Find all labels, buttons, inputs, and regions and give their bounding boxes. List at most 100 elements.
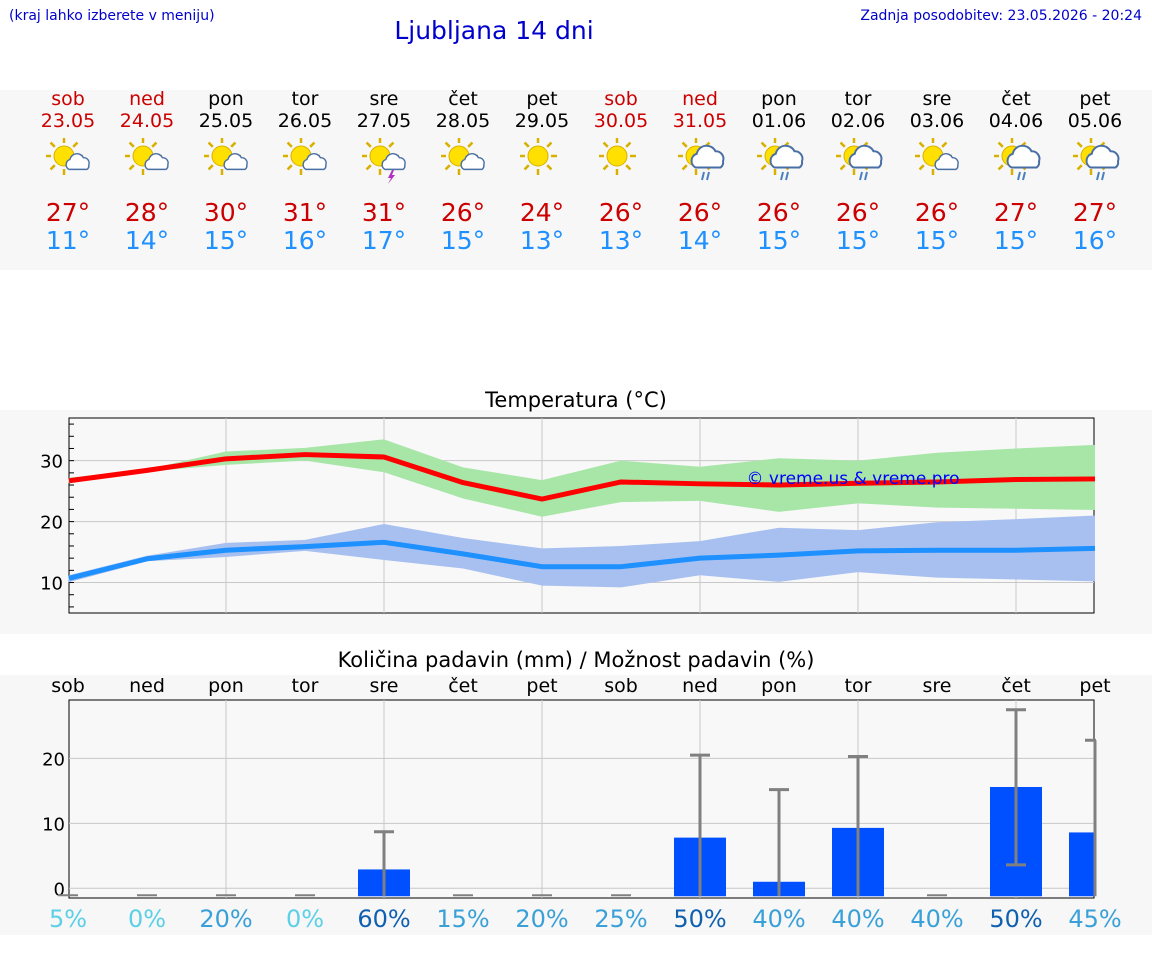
day-label: ned <box>682 675 718 697</box>
day-label: sob <box>51 675 85 697</box>
day-column: sob 23.05 27° 11° <box>28 88 108 255</box>
y-tick-label: 10 <box>40 574 63 595</box>
uncertainty-band <box>68 515 1095 588</box>
max-temp: 26° <box>756 198 802 227</box>
day-name: čet <box>1001 88 1031 110</box>
y-tick-label: 0 <box>54 879 65 900</box>
sun-cloud-icon <box>914 137 967 184</box>
min-temp: 14° <box>124 226 170 255</box>
day-date: 03.06 <box>909 110 965 132</box>
location-note: (kraj lahko izberete v meniju) <box>9 8 215 24</box>
day-column: pet 05.06 27° 16° <box>1055 88 1135 255</box>
day-date: 27.05 <box>356 110 412 132</box>
day-column: sre 27.05 31° 17° <box>344 88 424 255</box>
watermark: © vreme.us & vreme.pro <box>746 469 959 489</box>
precip-probability: 15% <box>436 905 489 933</box>
temperature-chart: 10 20 30 © vreme.us & vreme.pro <box>40 417 1096 614</box>
sun-cloud-rain-icon <box>835 137 888 184</box>
day-name: sre <box>922 88 952 110</box>
max-temp: 27° <box>1072 198 1118 227</box>
precip-probability: 20% <box>515 905 568 933</box>
uncertainty-band <box>68 439 1095 517</box>
max-temp: 31° <box>282 198 328 227</box>
day-date: 31.05 <box>672 110 728 132</box>
day-label: pon <box>208 675 244 697</box>
min-temp: 15° <box>203 226 249 255</box>
day-column: sob 30.05 26° 13° <box>581 88 661 255</box>
precip-probability: 40% <box>910 905 963 933</box>
max-temp: 27° <box>45 198 91 227</box>
min-temp: 13° <box>519 226 565 255</box>
day-label: pet <box>526 675 557 697</box>
max-temp: 28° <box>124 198 170 227</box>
day-column: ned 31.05 26° 14° <box>660 88 740 255</box>
day-label: pet <box>1079 675 1110 697</box>
day-label: sre <box>370 675 399 697</box>
min-temp: 14° <box>677 226 723 255</box>
day-name: sob <box>51 88 85 110</box>
day-label: čet <box>1001 675 1031 697</box>
min-temp: 15° <box>914 226 960 255</box>
day-date: 24.05 <box>119 110 175 132</box>
day-name: tor <box>291 88 319 110</box>
precipitation-chart: sob ned pon tor sre čet pet sob ned pon tor sre čet p… <box>42 675 1122 933</box>
day-column: pet 29.05 24° 13° <box>502 88 582 255</box>
precip-probability: 50% <box>989 905 1042 933</box>
min-temp: 11° <box>45 226 91 255</box>
rain-bar <box>1069 832 1094 897</box>
day-name: pet <box>526 88 558 110</box>
series-line <box>68 539 1096 581</box>
min-temp: 15° <box>756 226 802 255</box>
day-date: 02.06 <box>830 110 886 132</box>
max-temp: 30° <box>203 198 249 227</box>
day-column: sre 03.06 26° 15° <box>897 88 977 255</box>
day-name: tor <box>844 88 872 110</box>
day-label: pon <box>761 675 797 697</box>
sun-icon <box>519 137 572 184</box>
max-temp: 26° <box>440 198 486 227</box>
day-column: pon 25.05 30° 15° <box>186 88 266 255</box>
daily-forecast: sob 23.05 27° 11° ned 24.05 28° 14° pon 25.05 30° 1… <box>0 88 1152 268</box>
max-temp: 24° <box>519 198 565 227</box>
series-line <box>68 452 1096 502</box>
min-temp: 16° <box>1072 226 1118 255</box>
max-temp: 31° <box>361 198 407 227</box>
day-name: pon <box>208 88 244 110</box>
day-date: 25.05 <box>198 110 254 132</box>
precip-probability: 0% <box>128 905 166 933</box>
day-column: čet 04.06 27° 15° <box>976 88 1056 255</box>
day-label: tor <box>845 675 872 697</box>
sun-cloud-thunder-icon <box>361 137 414 184</box>
day-date: 23.05 <box>40 110 96 132</box>
day-column: čet 28.05 26° 15° <box>423 88 503 255</box>
sun-cloud-rain-icon <box>1072 137 1125 184</box>
precip-probability: 60% <box>357 905 410 933</box>
precip-probability: 45% <box>1068 905 1121 933</box>
min-temp: 17° <box>361 226 407 255</box>
sun-cloud-rain-icon <box>677 137 730 184</box>
min-temp: 13° <box>598 226 644 255</box>
day-name: sob <box>604 88 638 110</box>
day-column: ned 24.05 28° 14° <box>107 88 187 255</box>
max-temp: 26° <box>598 198 644 227</box>
day-name: pet <box>1079 88 1111 110</box>
plot-area <box>68 699 1095 899</box>
day-label: tor <box>292 675 319 697</box>
sun-cloud-icon <box>203 137 256 184</box>
max-temp: 26° <box>677 198 723 227</box>
day-date: 29.05 <box>514 110 570 132</box>
precip-probability: 5% <box>49 905 87 933</box>
day-column: pon 01.06 26° 15° <box>739 88 819 255</box>
page-title: Ljubljana 14 dni <box>394 16 594 45</box>
day-column: tor 02.06 26° 15° <box>818 88 898 255</box>
sun-cloud-icon <box>440 137 493 184</box>
day-name: sre <box>369 88 399 110</box>
sun-cloud-icon <box>45 137 98 184</box>
sun-icon <box>598 137 651 184</box>
max-temp: 27° <box>993 198 1039 227</box>
max-temp: 26° <box>835 198 881 227</box>
min-temp: 16° <box>282 226 328 255</box>
precip-probability: 20% <box>199 905 252 933</box>
precip-probability: 50% <box>673 905 726 933</box>
precip-probability: 40% <box>831 905 884 933</box>
